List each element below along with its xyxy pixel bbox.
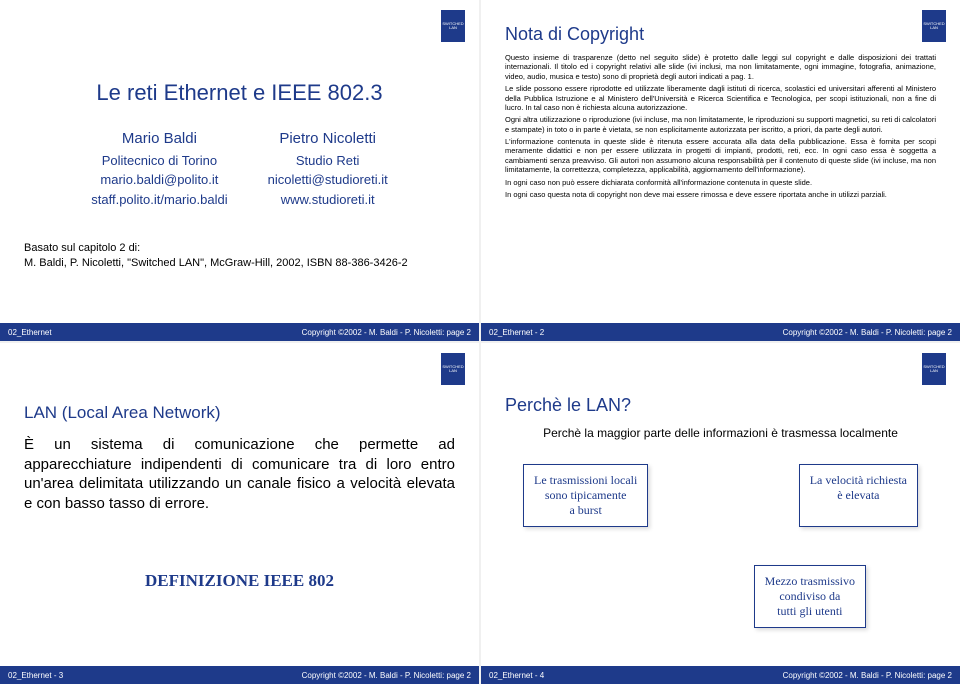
- slide-title: LAN (Local Area Network): [24, 403, 455, 423]
- box-speed: La velocità richiesta è elevata: [799, 464, 918, 527]
- slide-2: SWITCHED LAN Nota di Copyright Questo in…: [481, 0, 960, 341]
- footer-right: Copyright ©2002 - M. Baldi - P. Nicolett…: [783, 328, 952, 337]
- box-shared-medium: Mezzo trasmissivo condiviso da tutti gli…: [754, 565, 866, 628]
- box-line: Le trasmissioni locali: [534, 473, 637, 488]
- box-line: condiviso da: [765, 589, 855, 604]
- para: In ogni caso non può essere dichiarata c…: [505, 178, 936, 187]
- author-name: Mario Baldi: [91, 128, 227, 151]
- slide-footer: 02_Ethernet Copyright ©2002 - M. Baldi -…: [0, 323, 479, 341]
- author-1: Mario Baldi Politecnico di Torino mario.…: [91, 128, 227, 209]
- box-line: La velocità richiesta: [810, 473, 907, 488]
- footer-left: 02_Ethernet: [8, 328, 52, 337]
- boxes-row-1: Le trasmissioni locali sono tipicamente …: [505, 464, 936, 527]
- footer-right: Copyright ©2002 - M. Baldi - P. Nicolett…: [302, 671, 471, 680]
- box-line: tutti gli utenti: [765, 604, 855, 619]
- badge-icon: SWITCHED LAN: [441, 353, 465, 385]
- badge-icon: SWITCHED LAN: [922, 10, 946, 42]
- author-url: www.studioreti.it: [268, 190, 388, 210]
- copyright-body: Questo insieme di trasparenze (detto nel…: [505, 53, 936, 199]
- box-burst: Le trasmissioni locali sono tipicamente …: [523, 464, 648, 527]
- slide-3: SWITCHED LAN LAN (Local Area Network) È …: [0, 343, 479, 684]
- footer-left: 02_Ethernet - 3: [8, 671, 63, 680]
- para: Questo insieme di trasparenze (detto nel…: [505, 53, 936, 81]
- author-name: Pietro Nicoletti: [268, 128, 388, 151]
- ieee-definition-label: DEFINIZIONE IEEE 802: [24, 571, 455, 591]
- authors-row: Mario Baldi Politecnico di Torino mario.…: [24, 128, 455, 209]
- slide-title: Le reti Ethernet e IEEE 802.3: [24, 80, 455, 106]
- box-line: sono tipicamente: [534, 488, 637, 503]
- box-line: Mezzo trasmissivo: [765, 574, 855, 589]
- based-on-l2: M. Baldi, P. Nicoletti, "Switched LAN", …: [24, 256, 455, 271]
- badge-icon: SWITCHED LAN: [922, 353, 946, 385]
- footer-right: Copyright ©2002 - M. Baldi - P. Nicolett…: [302, 328, 471, 337]
- para: In ogni caso questa nota di copyright no…: [505, 190, 936, 199]
- author-email: nicoletti@studioreti.it: [268, 170, 388, 190]
- box-line: a burst: [534, 503, 637, 518]
- slide-title: Perchè le LAN?: [505, 395, 936, 416]
- lan-definition-text: È un sistema di comunicazione che permet…: [24, 435, 455, 513]
- slide-footer: 02_Ethernet - 3 Copyright ©2002 - M. Bal…: [0, 666, 479, 684]
- author-2: Pietro Nicoletti Studio Reti nicoletti@s…: [268, 128, 388, 209]
- based-on-l1: Basato sul capitolo 2 di:: [24, 241, 455, 256]
- slide-4: SWITCHED LAN Perchè le LAN? Perchè la ma…: [481, 343, 960, 684]
- para: L'informazione contenuta in queste slide…: [505, 137, 936, 175]
- slide-subtitle: Perchè la maggior parte delle informazio…: [505, 426, 936, 442]
- footer-left: 02_Ethernet - 2: [489, 328, 544, 337]
- box-line: è elevata: [810, 488, 907, 503]
- author-email: mario.baldi@polito.it: [91, 170, 227, 190]
- author-url: staff.polito.it/mario.baldi: [91, 190, 227, 210]
- slide-footer: 02_Ethernet - 2 Copyright ©2002 - M. Bal…: [481, 323, 960, 341]
- based-on-note: Basato sul capitolo 2 di: M. Baldi, P. N…: [24, 241, 455, 271]
- author-org: Politecnico di Torino: [91, 151, 227, 171]
- para: Le slide possono essere riprodotte ed ut…: [505, 84, 936, 112]
- para: Ogni altra utilizzazione o riproduzione …: [505, 115, 936, 134]
- boxes-row-2: Mezzo trasmissivo condiviso da tutti gli…: [505, 565, 936, 628]
- slide-footer: 02_Ethernet - 4 Copyright ©2002 - M. Bal…: [481, 666, 960, 684]
- slide-1: SWITCHED LAN Le reti Ethernet e IEEE 802…: [0, 0, 479, 341]
- footer-right: Copyright ©2002 - M. Baldi - P. Nicolett…: [783, 671, 952, 680]
- footer-left: 02_Ethernet - 4: [489, 671, 544, 680]
- author-org: Studio Reti: [268, 151, 388, 171]
- badge-icon: SWITCHED LAN: [441, 10, 465, 42]
- slide-title: Nota di Copyright: [505, 24, 936, 45]
